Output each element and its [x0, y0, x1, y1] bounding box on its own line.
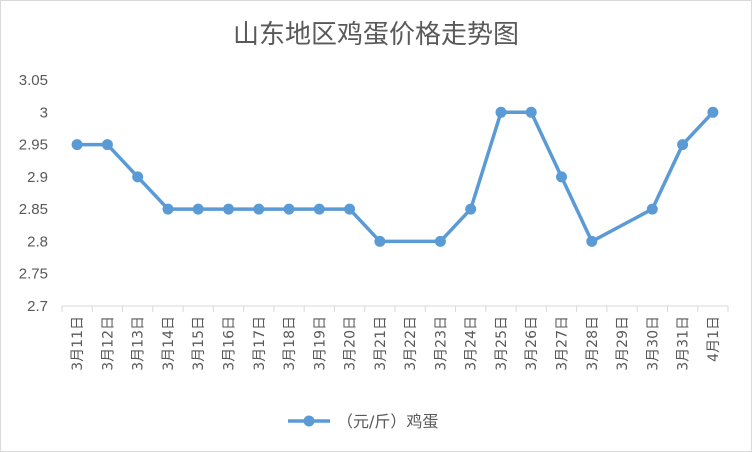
legend: （元/斤）鸡蛋 [288, 412, 438, 431]
data-point [101, 139, 113, 151]
y-tick-label: 2.85 [19, 201, 48, 218]
data-point [374, 235, 386, 247]
data-point [162, 203, 174, 215]
x-tick-label: 3月12日 [100, 316, 116, 371]
data-point [344, 203, 356, 215]
y-tick-label: 2.9 [27, 169, 48, 186]
y-tick-label: 2.95 [19, 137, 48, 154]
x-tick-label: 4月1日 [706, 316, 722, 362]
x-tick-label: 3月14日 [161, 316, 177, 371]
x-tick-label: 3月25日 [494, 316, 510, 371]
data-point [556, 171, 567, 183]
x-tick-label: 3月23日 [433, 316, 449, 371]
x-tick-label: 3月26日 [524, 316, 540, 371]
x-tick-label: 3月30日 [645, 316, 661, 371]
x-tick-label: 3月13日 [131, 316, 147, 371]
x-tick-label: 3月21日 [373, 316, 389, 371]
data-point [677, 139, 689, 151]
data-point [253, 203, 265, 215]
y-tick-label: 3.05 [19, 72, 48, 89]
legend-label: （元/斤）鸡蛋 [337, 412, 438, 431]
y-tick-label: 2.75 [19, 266, 48, 283]
x-tick-label: 3月28日 [585, 316, 601, 371]
data-point [465, 203, 477, 215]
x-tick-label: 3月19日 [312, 316, 328, 371]
legend-marker-icon [303, 415, 315, 427]
data-point [283, 203, 295, 215]
series-layer [71, 106, 719, 247]
data-point [313, 203, 325, 215]
x-tick-label: 3月31日 [676, 316, 692, 371]
data-point [525, 106, 537, 118]
x-tick-label: 3月24日 [464, 316, 480, 371]
x-tick-label: 3月18日 [282, 316, 298, 371]
data-point [192, 203, 204, 215]
y-tick-label: 2.8 [27, 233, 48, 250]
y-tick-label: 2.7 [27, 298, 48, 315]
x-tick-label: 3月16日 [222, 316, 238, 371]
x-tick-label: 3月29日 [615, 316, 631, 371]
data-point [586, 235, 598, 247]
x-axis: 3月11日 3月12日 3月13日 3月14日 3月15日 3月16日 3月17日 3月18日… [61, 305, 729, 371]
y-tick-label: 3 [40, 104, 48, 121]
x-tick-label: 3月11日 [70, 316, 86, 371]
x-tick-label: 3月20日 [343, 316, 359, 371]
x-tick-label: 3月17日 [252, 316, 268, 371]
data-point [707, 106, 719, 118]
chart-title: 山东地区鸡蛋价格走势图 [233, 20, 519, 50]
data-point [646, 203, 658, 215]
x-tick-label: 3月22日 [403, 316, 419, 371]
data-point [71, 139, 83, 151]
data-point [223, 203, 234, 215]
data-point [495, 106, 507, 118]
x-tick-label: 3月15日 [191, 316, 207, 371]
data-point [132, 171, 144, 183]
y-axis: 2.7 2.75 2.8 2.85 2.9 2.95 3 3.05 [19, 72, 48, 315]
series-line [77, 110, 715, 244]
x-tick-label: 3月27日 [555, 316, 571, 371]
data-point [434, 235, 446, 247]
